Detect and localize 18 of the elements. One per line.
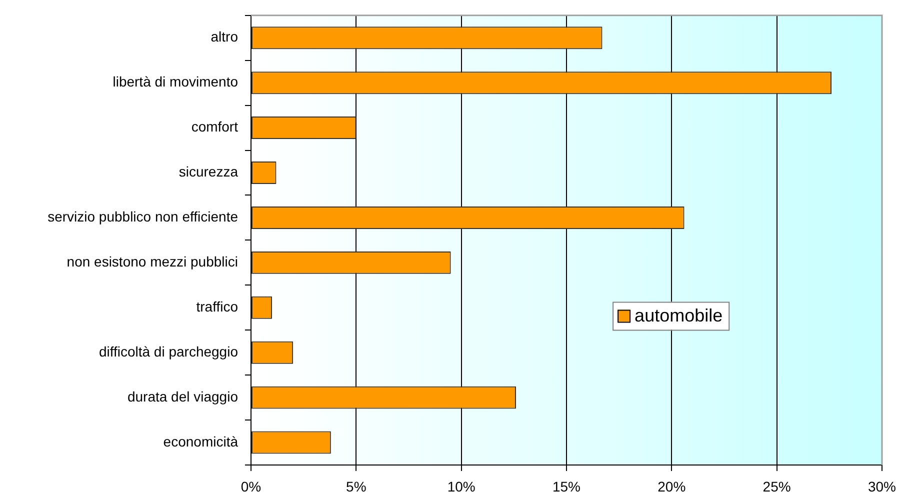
x-tick-label: 5% [346, 478, 366, 494]
y-tick-label: servizio pubblico non efficiente [48, 208, 238, 225]
y-tick-label: libertà di movimento [112, 74, 238, 90]
legend-label: automobile [634, 306, 723, 326]
x-tick-label: 20% [658, 478, 686, 494]
x-tick-label: 25% [762, 478, 791, 494]
y-tick-label: sicurezza [178, 164, 238, 180]
x-tick-label: 30% [868, 478, 896, 494]
x-tick-label: 0% [240, 478, 262, 494]
y-tick-label: economicità [163, 433, 238, 450]
y-tick-label: non esistono mezzi pubblici [66, 254, 238, 270]
y-tick-label: altro [210, 28, 238, 45]
x-tick-label: 15% [552, 478, 581, 494]
y-tick-label: comfort [191, 118, 238, 135]
y-tick-label: traffico [196, 298, 238, 314]
y-tick-label: difficoltà di parcheggio [98, 343, 238, 360]
x-tick-label: 10% [447, 478, 476, 494]
y-tick-label: durata del viaggio [127, 388, 238, 404]
